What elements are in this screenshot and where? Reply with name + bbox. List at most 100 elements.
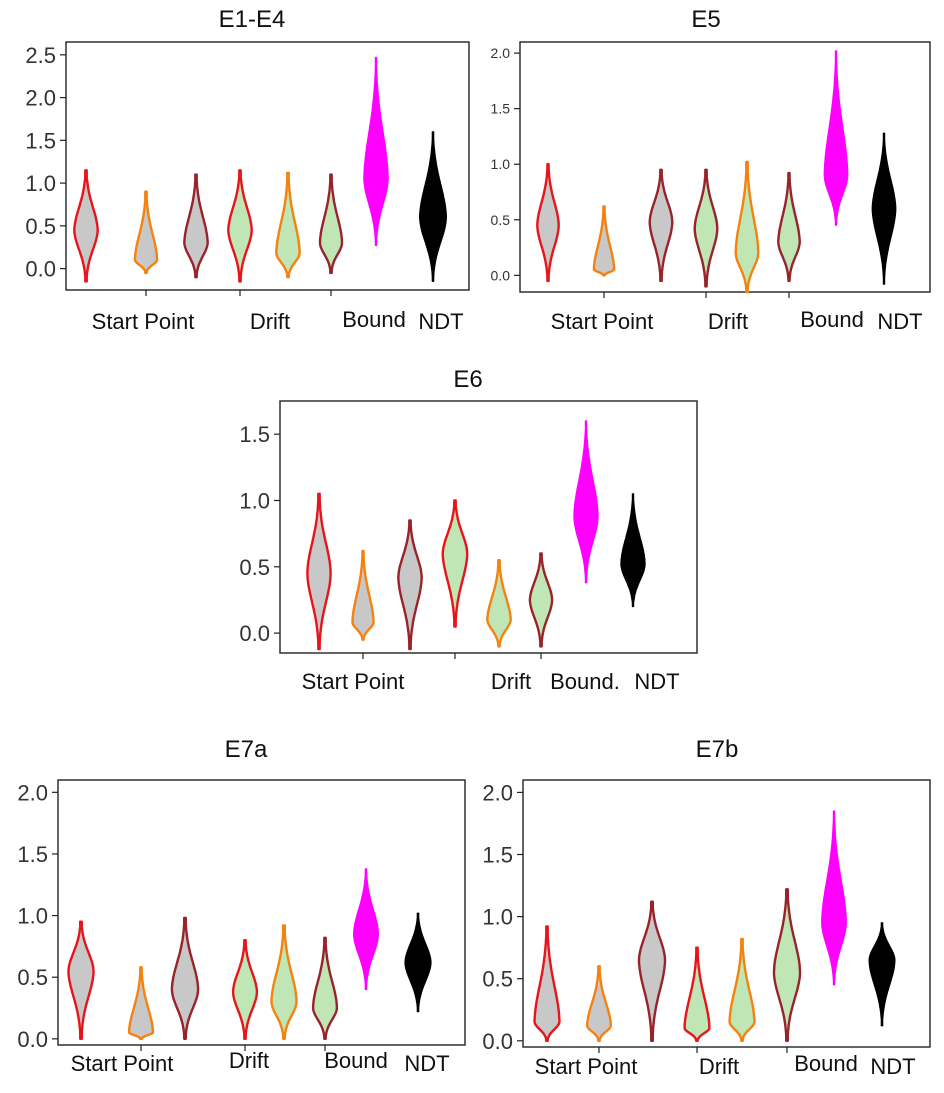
panel-e6: 0.0 0.5 1.0 1.5: [239, 400, 698, 659]
plot-frame: [65, 41, 470, 291]
plot-frame: [519, 41, 931, 293]
panel-e7a: 0.0 0.5 1.0 1.5 2.0: [17, 779, 466, 1052]
violin-start-point-2: [133, 190, 159, 275]
y-tick-label: 2.0: [17, 780, 48, 805]
group-label-drift: Drift: [491, 669, 531, 694]
violin-drift-3: [772, 888, 802, 1042]
y-tick-label: 0.0: [17, 1027, 48, 1052]
violin-start-point-3: [397, 519, 423, 651]
violin-drift-3: [528, 552, 554, 648]
group-label-start-point: Start Point: [551, 309, 654, 334]
group-label-bound: Bound.: [550, 669, 620, 694]
violin-start-point-2: [592, 205, 616, 277]
group-label-ndt: NDT: [404, 1051, 449, 1076]
violin-start-point-2: [586, 965, 612, 1042]
violin-start-point-1: [306, 492, 332, 651]
violin-drift-1: [441, 499, 469, 628]
violin-start-point-2: [127, 966, 155, 1040]
panel-title-e7b: E7b: [696, 736, 739, 763]
y-tick-label: 1.0: [17, 904, 48, 929]
y-tick-label: 1.5: [239, 422, 270, 447]
panel-e5: 0.0 0.5 1.0 1.5 2.0: [491, 41, 931, 298]
violin-drift-2: [275, 171, 301, 279]
violin-ndt: [419, 131, 447, 282]
violin-ndt: [871, 132, 897, 285]
group-label-ndt: NDT: [870, 1054, 915, 1079]
violin-start-point-3: [637, 900, 667, 1042]
violin-drift-3: [311, 936, 339, 1040]
group-label-bound: Bound: [794, 1051, 858, 1076]
group-label-start-point: Start Point: [302, 669, 405, 694]
violin-bound: [363, 56, 389, 246]
y-tick-label: 2.5: [25, 43, 56, 68]
y-tick-label: 1.0: [482, 905, 513, 930]
violin-drift-3: [318, 173, 344, 275]
panel-e1-e4: 0.0 0.5 1.0 1.5 2.0 2.5: [25, 41, 470, 296]
violin-drift-1: [693, 168, 719, 288]
y-tick-label: 0.0: [239, 621, 270, 646]
panel-title-e6: E6: [453, 366, 482, 393]
panel-title-e1-e4: E1-E4: [219, 6, 286, 33]
violin-drift-1: [227, 169, 253, 283]
violin-drift-1: [231, 939, 259, 1040]
violin-start-point-2: [351, 549, 375, 641]
y-tick-label: 0.0: [491, 267, 511, 283]
y-tick-label: 2.0: [482, 780, 513, 805]
y-tick-label: 1.5: [482, 843, 513, 868]
violin-bound: [821, 810, 847, 986]
plot-frame: [279, 400, 698, 654]
group-label-ndt: NDT: [877, 309, 922, 334]
group-label-ndt: NDT: [418, 309, 463, 334]
group-label-bound: Bound: [324, 1048, 388, 1073]
y-tick-label: 0.5: [491, 212, 511, 228]
violin-bound: [573, 420, 599, 584]
y-tick-label: 0.5: [17, 965, 48, 990]
y-tick-label: 0.5: [482, 967, 513, 992]
violin-drift-2: [728, 937, 756, 1042]
y-tick-label: 2.0: [491, 45, 511, 61]
y-tick-label: 2.0: [25, 86, 56, 111]
y-tick-label: 0.5: [239, 555, 270, 580]
violin-start-point-1: [536, 163, 560, 283]
violin-drift-2: [486, 559, 512, 648]
violin-start-point-3: [648, 168, 674, 283]
group-label-drift: Drift: [708, 309, 748, 334]
violin-drift-3: [777, 171, 801, 283]
violin-ndt: [868, 922, 896, 1027]
violin-ndt: [404, 912, 432, 1013]
y-tick-label: 1.0: [25, 171, 56, 196]
panel-title-e7a: E7a: [225, 736, 268, 763]
violin-start-point-3: [183, 173, 209, 279]
group-label-bound: Bound: [800, 307, 864, 332]
y-tick-label: 1.5: [25, 128, 56, 153]
y-tick-label: 1.0: [239, 488, 270, 513]
y-tick-label: 0.5: [25, 214, 56, 239]
group-label-ndt: NDT: [634, 669, 679, 694]
panel-title-e5: E5: [691, 6, 720, 33]
violin-drift-2: [270, 924, 298, 1040]
y-tick-label: 1.5: [491, 101, 511, 117]
violin-start-point-1: [67, 920, 95, 1040]
violin-drift-2: [734, 160, 760, 294]
violin-bound: [353, 868, 379, 990]
y-tick-label: 0.0: [25, 257, 56, 282]
y-tick-label: 1.0: [491, 156, 511, 172]
violin-start-point-1: [73, 169, 99, 283]
group-label-start-point: Start Point: [92, 309, 195, 334]
violin-bound: [823, 50, 849, 226]
group-label-drift: Drift: [250, 309, 290, 334]
panel-e7b: 0.0 0.5 1.0 1.5 2.0: [482, 779, 931, 1054]
y-tick-label: 0.0: [482, 1029, 513, 1054]
violin-ndt: [620, 493, 646, 608]
violin-drift-1: [683, 946, 711, 1042]
group-label-drift: Drift: [699, 1054, 739, 1079]
group-label-drift: Drift: [229, 1048, 269, 1073]
group-label-start-point: Start Point: [71, 1051, 174, 1076]
plot-frame: [57, 779, 466, 1046]
y-tick-label: 1.5: [17, 842, 48, 867]
violin-start-point-1: [533, 925, 561, 1042]
group-label-start-point: Start Point: [535, 1054, 638, 1079]
group-label-bound: Bound: [342, 307, 406, 332]
violin-start-point-3: [170, 916, 200, 1040]
